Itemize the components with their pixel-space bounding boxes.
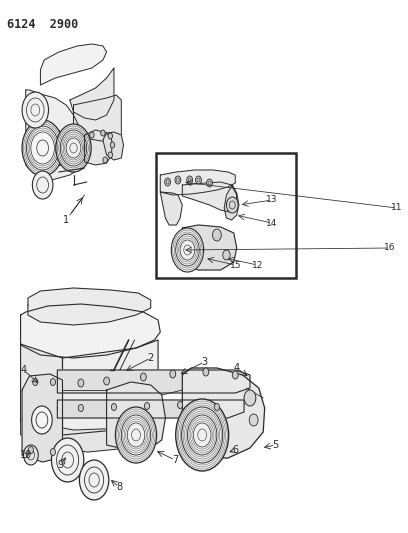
Circle shape xyxy=(144,402,150,409)
Text: 12: 12 xyxy=(252,261,263,270)
Circle shape xyxy=(103,157,107,163)
Circle shape xyxy=(108,152,113,158)
Circle shape xyxy=(110,142,115,148)
Polygon shape xyxy=(84,130,112,165)
Text: 2: 2 xyxy=(148,353,154,363)
Text: 5: 5 xyxy=(273,440,279,450)
Circle shape xyxy=(78,405,84,411)
Circle shape xyxy=(115,407,157,463)
Polygon shape xyxy=(20,304,160,358)
Text: 3: 3 xyxy=(201,357,207,367)
Polygon shape xyxy=(20,420,158,452)
Text: 6: 6 xyxy=(232,445,238,455)
Circle shape xyxy=(111,403,117,410)
Polygon shape xyxy=(62,340,158,435)
Polygon shape xyxy=(58,400,244,418)
Text: 10: 10 xyxy=(20,450,32,460)
Circle shape xyxy=(31,406,52,434)
Circle shape xyxy=(24,445,38,465)
Text: 9: 9 xyxy=(57,460,63,470)
Circle shape xyxy=(108,133,113,139)
Circle shape xyxy=(56,124,91,172)
Polygon shape xyxy=(103,132,124,160)
Circle shape xyxy=(90,132,94,138)
Polygon shape xyxy=(182,182,237,212)
Circle shape xyxy=(101,130,105,136)
Circle shape xyxy=(33,378,38,385)
Text: 1: 1 xyxy=(63,215,69,225)
Text: 7: 7 xyxy=(172,455,178,465)
Text: 4: 4 xyxy=(20,365,27,375)
Polygon shape xyxy=(106,382,165,450)
Polygon shape xyxy=(160,192,182,225)
Circle shape xyxy=(78,379,84,387)
Circle shape xyxy=(104,377,109,385)
Circle shape xyxy=(51,438,84,482)
Polygon shape xyxy=(182,225,237,270)
Polygon shape xyxy=(182,368,265,458)
Circle shape xyxy=(213,229,221,241)
Polygon shape xyxy=(224,185,239,220)
Circle shape xyxy=(206,179,213,187)
Polygon shape xyxy=(70,68,114,120)
Circle shape xyxy=(244,390,256,406)
Polygon shape xyxy=(26,90,84,180)
Circle shape xyxy=(187,176,193,184)
Circle shape xyxy=(32,171,53,199)
Circle shape xyxy=(165,178,171,186)
Text: 8: 8 xyxy=(116,482,122,492)
Circle shape xyxy=(214,403,220,410)
Polygon shape xyxy=(28,288,151,325)
Text: 4: 4 xyxy=(234,363,240,373)
Polygon shape xyxy=(73,95,121,142)
Circle shape xyxy=(170,370,176,378)
Text: 15: 15 xyxy=(230,261,241,270)
Circle shape xyxy=(226,197,238,213)
Circle shape xyxy=(28,447,33,454)
Text: 13: 13 xyxy=(266,196,278,205)
Circle shape xyxy=(80,460,109,500)
Text: 6124  2900: 6124 2900 xyxy=(7,18,79,31)
Circle shape xyxy=(140,373,146,381)
Bar xyxy=(156,153,295,278)
Circle shape xyxy=(176,399,228,471)
Circle shape xyxy=(171,228,204,272)
Polygon shape xyxy=(58,370,250,393)
Circle shape xyxy=(223,250,230,260)
Circle shape xyxy=(195,176,202,184)
Circle shape xyxy=(249,414,258,426)
Text: 11: 11 xyxy=(391,204,403,213)
Circle shape xyxy=(22,120,63,176)
Circle shape xyxy=(232,371,238,379)
Polygon shape xyxy=(40,44,106,85)
Circle shape xyxy=(50,448,55,456)
Polygon shape xyxy=(20,344,62,435)
Polygon shape xyxy=(160,170,235,195)
Polygon shape xyxy=(22,374,62,462)
Text: 14: 14 xyxy=(266,219,278,228)
Circle shape xyxy=(177,401,183,408)
Circle shape xyxy=(22,92,49,128)
Circle shape xyxy=(50,378,55,385)
Text: 16: 16 xyxy=(384,244,395,253)
Circle shape xyxy=(175,176,181,184)
Circle shape xyxy=(203,368,209,376)
